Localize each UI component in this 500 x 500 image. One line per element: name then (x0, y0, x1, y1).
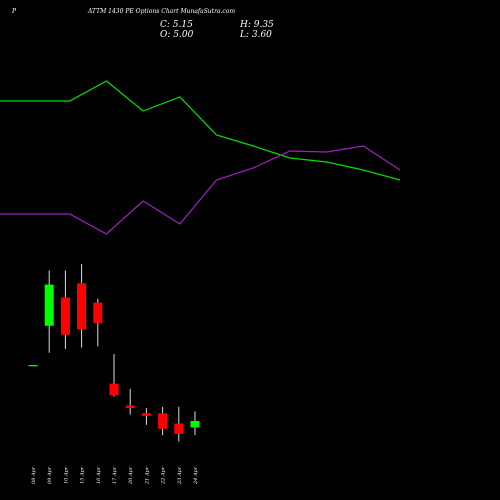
open-value: O: 5.00 (160, 30, 194, 40)
candle-4 (93, 298, 103, 347)
candle-10 (190, 411, 200, 436)
candle-9 (174, 406, 184, 442)
candle-body (60, 297, 70, 335)
x-tick-label: 10 Apr (63, 466, 69, 484)
candle-body (158, 413, 168, 429)
low-value: L: 3.60 (240, 30, 272, 40)
candle-3 (77, 264, 87, 348)
candle-body (174, 423, 184, 434)
x-tick-label: 22 Apr (161, 466, 167, 485)
candle-body (109, 383, 119, 396)
candle-6 (125, 388, 135, 415)
close-value: C: 5.15 (160, 20, 193, 30)
x-tick-label: 20 Apr (128, 466, 134, 485)
x-tick-label: 23 Apr (177, 466, 183, 485)
candlesticks (28, 264, 200, 442)
x-tick-label: 17 Apr (112, 466, 118, 484)
candle-7 (141, 408, 151, 425)
candle-0 (28, 365, 38, 367)
candle-body (77, 283, 87, 330)
candle-1 (44, 270, 54, 353)
date-axis: 08 Apr 09 Apr 10 Apr 15 Apr 16 Apr 17 Apr 20 A… (31, 466, 199, 485)
high-value: H: 9.35 (240, 20, 274, 30)
x-tick-label: 08 Apr (31, 466, 37, 484)
candle-8 (158, 406, 168, 436)
x-tick-label: 09 Apr (47, 466, 53, 484)
indicator-line-1 (0, 80, 401, 181)
x-tick-label: 24 Apr (193, 466, 199, 485)
candle-body (28, 365, 38, 367)
candle-body (141, 413, 151, 416)
x-tick-label: 21 Apr (144, 466, 150, 485)
indicator-line-2 (0, 145, 401, 235)
candle-2 (60, 270, 70, 349)
indicator-lines (0, 80, 401, 235)
x-tick-label: 15 Apr (80, 466, 86, 484)
x-tick-label: 16 Apr (96, 466, 102, 484)
candle-body (125, 405, 135, 409)
candle-body (93, 302, 103, 324)
candle-body (190, 420, 200, 428)
candle-5 (109, 354, 119, 397)
ticker-symbol: P (12, 8, 17, 15)
candle-body (44, 284, 54, 326)
chart-title: ATTM 1430 PE Options Chart MunafaSutra.c… (88, 8, 236, 15)
